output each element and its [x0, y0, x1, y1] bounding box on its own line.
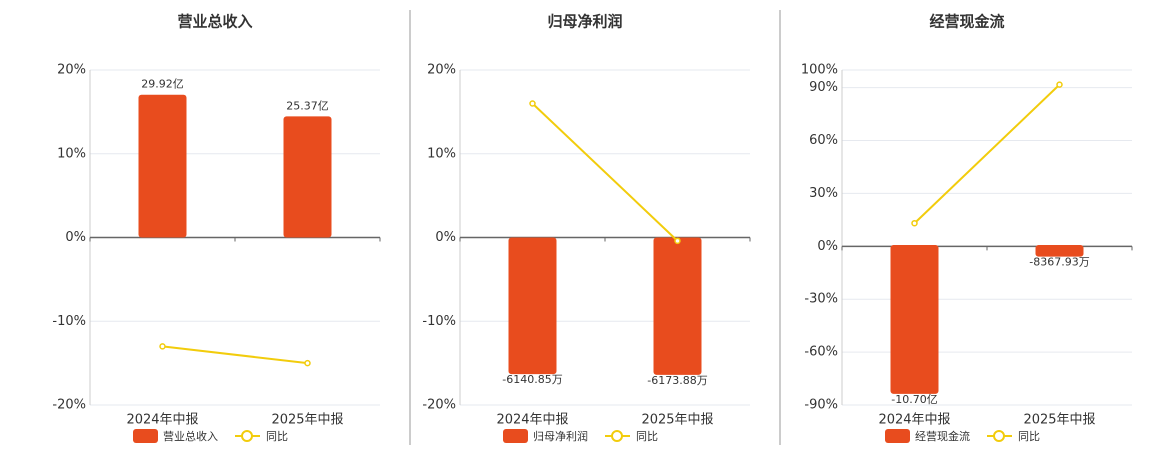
point: [529, 100, 536, 107]
bar: [1035, 245, 1084, 257]
point: [159, 343, 166, 350]
legend-swatch: [611, 430, 623, 442]
point: [304, 359, 311, 367]
y-tick-label: -10%: [52, 314, 86, 329]
legend-swatch: [133, 429, 158, 443]
y-tick-label: -10%: [422, 314, 456, 329]
bar: [653, 237, 702, 375]
legend-label: 同比: [1018, 430, 1040, 443]
y-tick-label: 20%: [427, 63, 456, 78]
y-tick-label: 10%: [427, 146, 456, 161]
value-label: -6173.88万: [647, 374, 707, 387]
y-tick-label: 20%: [57, 63, 86, 78]
chart-title: 归母净利润: [547, 13, 622, 31]
x-tick-label: 2024年中报: [496, 413, 568, 428]
x-tick-label: 2025年中报: [1023, 413, 1095, 428]
line: [162, 345, 308, 365]
y-tick-label: 60%: [809, 133, 838, 148]
chart-title: 经营现金流: [929, 13, 1004, 31]
y-tick-label: 90%: [809, 80, 838, 95]
bar: [890, 245, 939, 394]
legend-swatch: [241, 430, 253, 442]
x-tick-label: 2024年中报: [878, 413, 950, 428]
x-tick-label: 2025年中报: [271, 413, 343, 428]
y-tick-label: 100%: [801, 63, 838, 78]
legend-label: 营业总收入: [163, 429, 218, 443]
y-tick-label: -20%: [52, 398, 86, 413]
value-label: -10.70亿: [891, 393, 937, 406]
value-label: 29.92亿: [141, 78, 184, 91]
line: [531, 102, 679, 242]
y-tick-label: 0%: [817, 239, 838, 254]
value-label: 25.37亿: [286, 99, 329, 112]
line: [913, 83, 1061, 224]
x-tick-label: 2025年中报: [641, 413, 713, 428]
legend-label: 同比: [266, 430, 288, 443]
legend-swatch: [885, 429, 910, 443]
y-tick-label: 0%: [435, 230, 456, 245]
point: [674, 237, 681, 245]
bar: [508, 237, 557, 375]
y-tick-label: 30%: [809, 186, 838, 201]
legend-label: 经营现金流: [915, 429, 970, 443]
legend-swatch: [993, 430, 1005, 442]
legend-label: 同比: [636, 430, 658, 443]
chart-title: 营业总收入: [177, 13, 252, 31]
bar: [283, 116, 332, 238]
y-tick-label: -20%: [422, 398, 456, 413]
x-tick-label: 2024年中报: [126, 413, 198, 428]
y-tick-label: -60%: [804, 345, 838, 360]
y-tick-label: 10%: [57, 146, 86, 161]
y-tick-label: 0%: [65, 230, 86, 245]
y-tick-label: -90%: [804, 398, 838, 413]
point: [1056, 81, 1063, 88]
y-tick-label: -30%: [804, 292, 838, 307]
bar: [138, 94, 187, 238]
legend-swatch: [503, 429, 528, 443]
value-label: -6140.85万: [502, 373, 562, 386]
legend-label: 归母净利润: [533, 429, 588, 443]
point: [911, 219, 918, 227]
value-label: -8367.93万: [1029, 256, 1089, 269]
